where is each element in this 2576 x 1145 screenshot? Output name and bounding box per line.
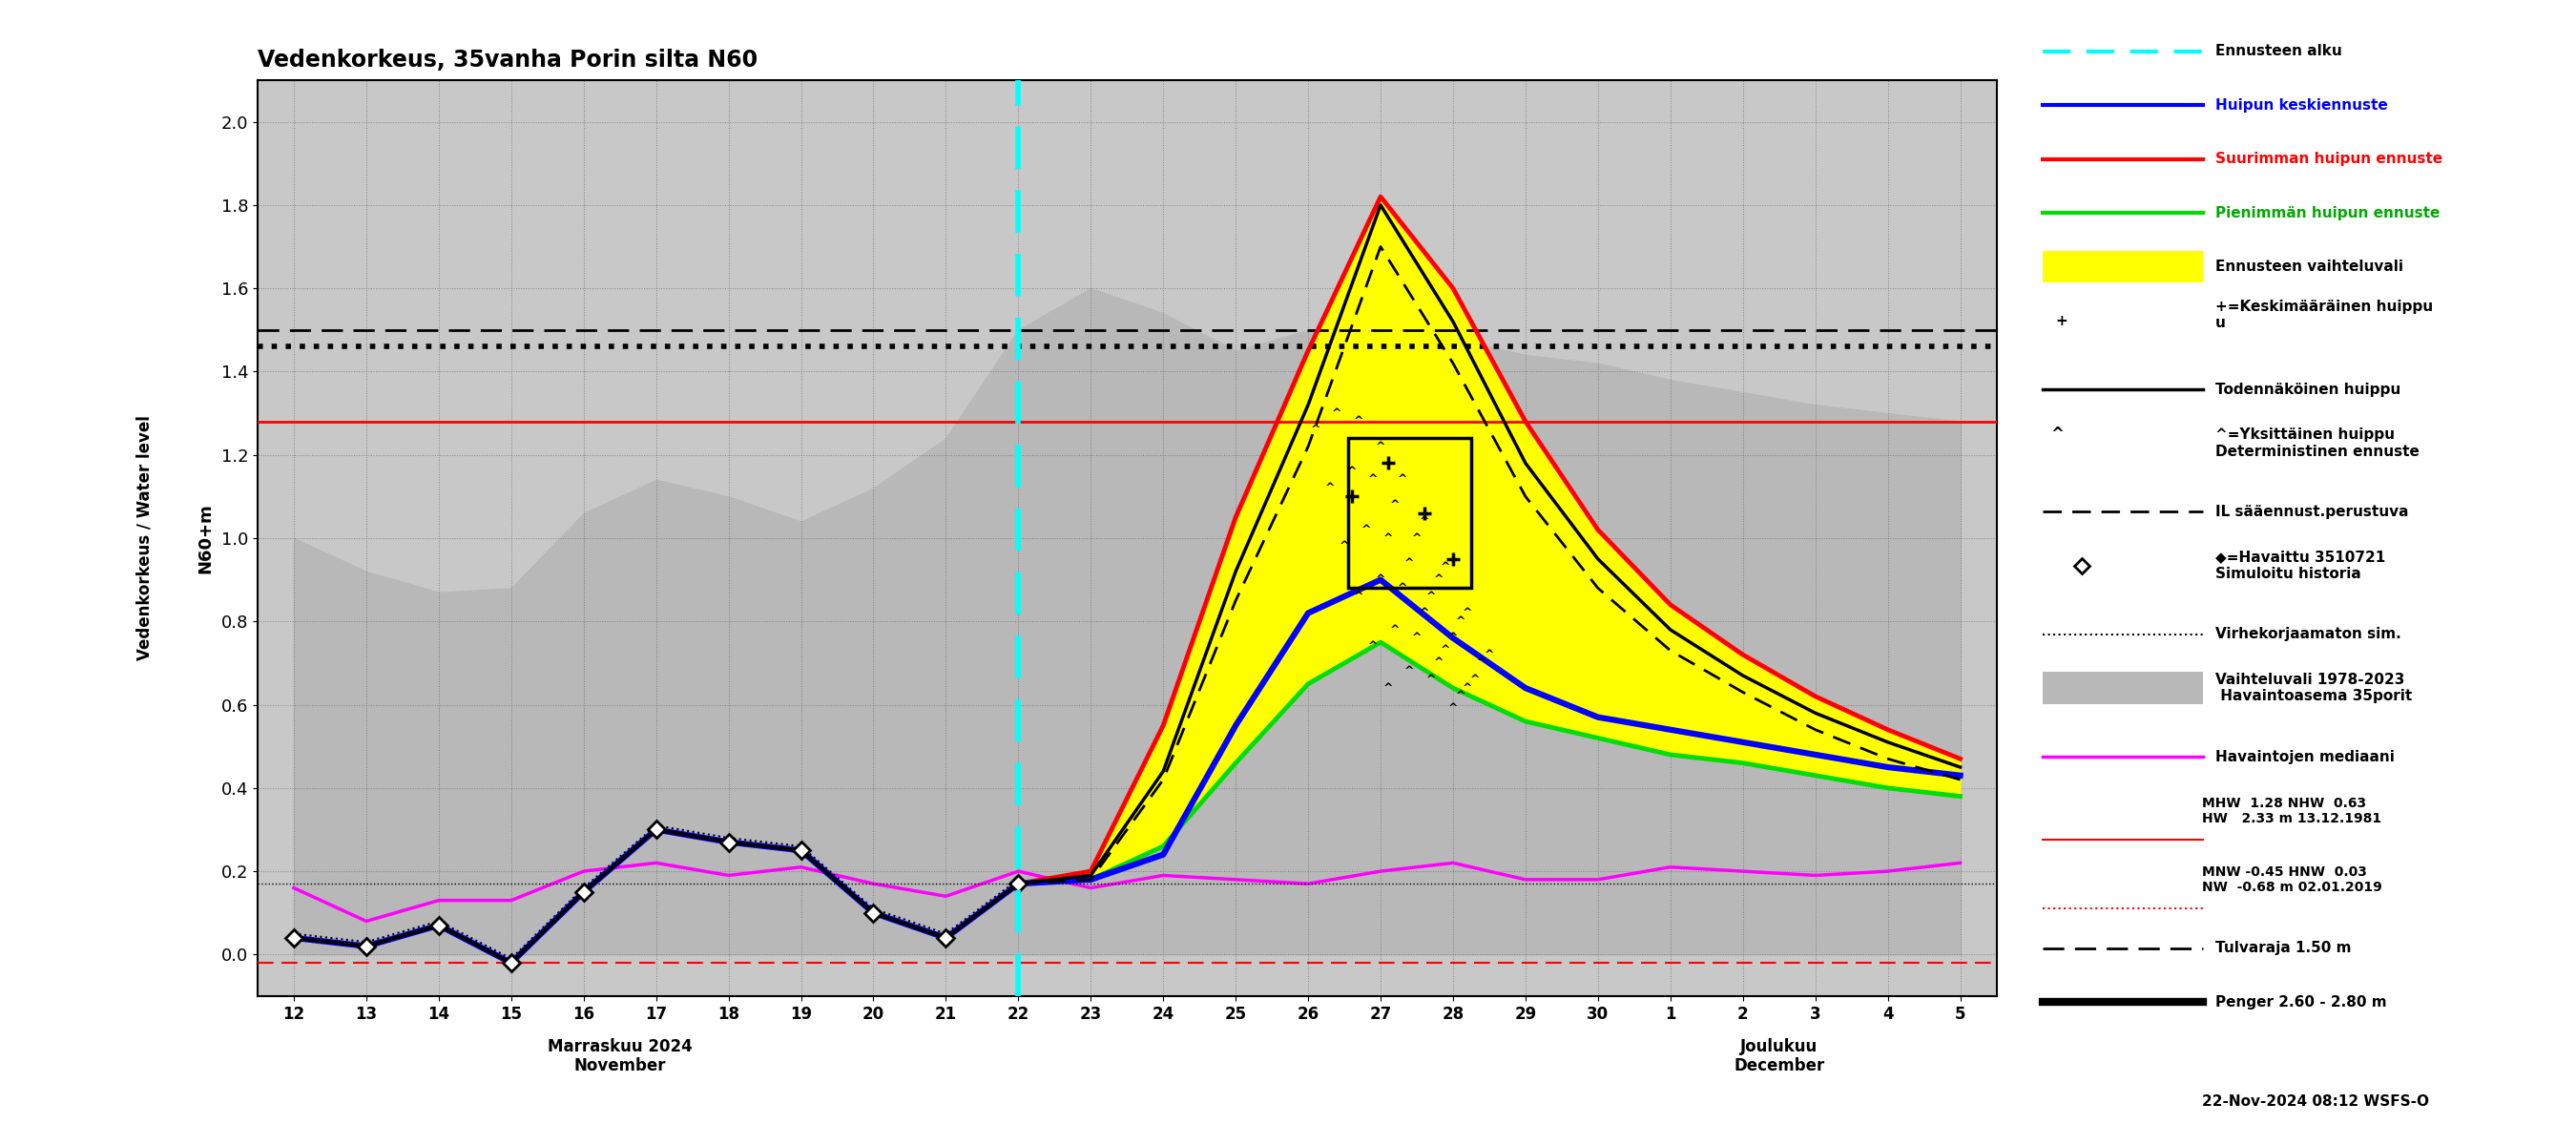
Text: ^: ^ bbox=[1471, 673, 1479, 686]
Text: ^: ^ bbox=[1355, 416, 1363, 428]
Text: ^: ^ bbox=[1419, 607, 1430, 619]
Text: ^: ^ bbox=[1419, 515, 1430, 528]
Text: ◆=Havaittu 3510721
Simuloitu historia: ◆=Havaittu 3510721 Simuloitu historia bbox=[2215, 551, 2385, 582]
Text: ^: ^ bbox=[1412, 532, 1422, 544]
FancyBboxPatch shape bbox=[2043, 672, 2202, 704]
Text: ^: ^ bbox=[1404, 556, 1414, 569]
Text: ^: ^ bbox=[1432, 657, 1443, 670]
Text: ^: ^ bbox=[1368, 474, 1378, 487]
Text: ^: ^ bbox=[1412, 632, 1422, 645]
Text: ^: ^ bbox=[1396, 582, 1406, 594]
Text: Ennusteen vaihteluvali: Ennusteen vaihteluvali bbox=[2215, 260, 2403, 274]
Text: ^: ^ bbox=[1360, 523, 1370, 536]
Text: ^: ^ bbox=[1484, 648, 1494, 661]
Text: Marraskuu 2024
November: Marraskuu 2024 November bbox=[549, 1037, 693, 1075]
Text: MNW -0.45 HNW  0.03
NW  -0.68 m 02.01.2019: MNW -0.45 HNW 0.03 NW -0.68 m 02.01.2019 bbox=[2202, 864, 2383, 894]
Text: MHW  1.28 NHW  0.63
HW   2.33 m 13.12.1981: MHW 1.28 NHW 0.63 HW 2.33 m 13.12.1981 bbox=[2202, 796, 2383, 826]
Y-axis label: N60+m: N60+m bbox=[198, 503, 214, 574]
Text: ^: ^ bbox=[1427, 673, 1437, 686]
Text: ^: ^ bbox=[1368, 640, 1378, 653]
Text: Ennusteen alku: Ennusteen alku bbox=[2215, 45, 2342, 58]
Text: Todennäköinen huippu: Todennäköinen huippu bbox=[2215, 382, 2401, 396]
Text: ^: ^ bbox=[1332, 406, 1342, 419]
Text: ^: ^ bbox=[1340, 540, 1350, 553]
Text: ^: ^ bbox=[1396, 474, 1406, 487]
Text: ^: ^ bbox=[1448, 632, 1458, 645]
Text: ^: ^ bbox=[1391, 498, 1401, 511]
Text: Virhekorjaamaton sim.: Virhekorjaamaton sim. bbox=[2215, 627, 2401, 641]
Text: Vedenkorkeus, 35vanha Porin silta N60: Vedenkorkeus, 35vanha Porin silta N60 bbox=[258, 49, 757, 72]
Text: ^: ^ bbox=[1311, 424, 1321, 436]
Text: Havaintojen mediaani: Havaintojen mediaani bbox=[2215, 750, 2396, 764]
Text: 22-Nov-2024 08:12 WSFS-O: 22-Nov-2024 08:12 WSFS-O bbox=[2202, 1095, 2429, 1108]
Text: ^: ^ bbox=[1383, 532, 1394, 544]
Text: ^: ^ bbox=[1376, 574, 1386, 586]
Text: ^: ^ bbox=[1391, 624, 1401, 635]
Text: ^: ^ bbox=[1463, 607, 1473, 619]
Text: ^: ^ bbox=[1476, 657, 1486, 670]
Text: ^: ^ bbox=[1463, 681, 1473, 694]
Text: Joulukuu
December: Joulukuu December bbox=[1734, 1037, 1824, 1075]
Text: ^: ^ bbox=[1440, 561, 1450, 574]
Text: ^: ^ bbox=[1404, 665, 1414, 678]
Text: ^=Yksittäinen huippu
Deterministinen ennuste: ^=Yksittäinen huippu Deterministinen enn… bbox=[2215, 428, 2419, 459]
Text: +: + bbox=[2056, 314, 2069, 327]
Text: Tulvaraja 1.50 m: Tulvaraja 1.50 m bbox=[2215, 941, 2352, 955]
Text: Penger 2.60 - 2.80 m: Penger 2.60 - 2.80 m bbox=[2215, 995, 2388, 1009]
Text: ^: ^ bbox=[1376, 441, 1386, 452]
Bar bbox=[1347, 439, 1471, 589]
Text: ^: ^ bbox=[1355, 590, 1363, 602]
Text: +=Keskimääräinen huippu
u: +=Keskimääräinen huippu u bbox=[2215, 300, 2432, 331]
Text: Vedenkorkeus / Water level: Vedenkorkeus / Water level bbox=[137, 416, 152, 661]
Text: ^: ^ bbox=[1448, 703, 1458, 716]
Text: ^: ^ bbox=[1455, 690, 1466, 703]
Text: ^: ^ bbox=[1432, 574, 1443, 586]
Text: Huipun keskiennuste: Huipun keskiennuste bbox=[2215, 98, 2388, 112]
Text: Vaihteluvali 1978-2023
 Havaintoasema 35porit: Vaihteluvali 1978-2023 Havaintoasema 35p… bbox=[2215, 673, 2411, 704]
Text: ^: ^ bbox=[1440, 645, 1450, 657]
Text: ^: ^ bbox=[1427, 590, 1437, 602]
Text: Pienimmän huipun ennuste: Pienimmän huipun ennuste bbox=[2215, 206, 2439, 220]
FancyBboxPatch shape bbox=[2043, 251, 2202, 283]
Text: ^: ^ bbox=[1324, 482, 1334, 495]
Text: Suurimman huipun ennuste: Suurimman huipun ennuste bbox=[2215, 152, 2442, 166]
Text: ^: ^ bbox=[1347, 465, 1358, 477]
Text: ^: ^ bbox=[1383, 681, 1394, 694]
Text: IL sääennust.perustuva: IL sääennust.perustuva bbox=[2215, 505, 2409, 519]
Text: ^: ^ bbox=[1455, 615, 1466, 627]
Text: ^: ^ bbox=[2050, 426, 2063, 443]
